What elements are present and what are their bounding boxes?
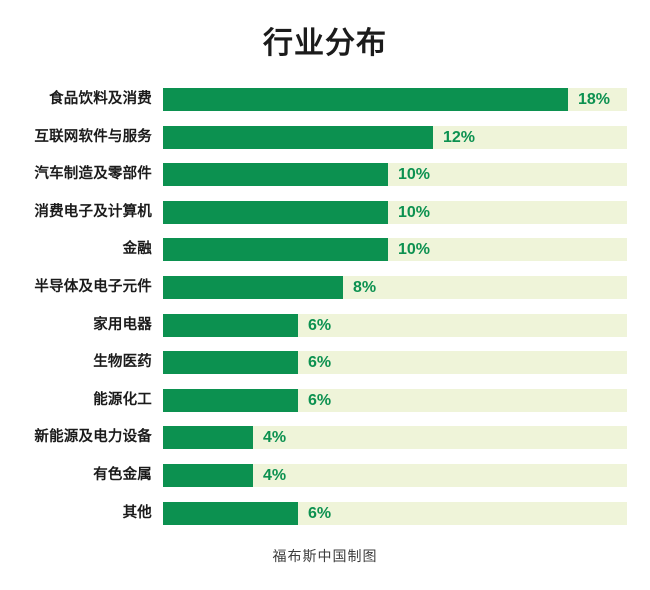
bar-row: 新能源及电力设备 4% [0,426,650,464]
bar-category-label: 半导体及电子元件 [34,278,152,295]
bar-category-label: 食品饮料及消费 [49,91,152,107]
bar-category-label: 互联网软件与服务 [34,128,152,145]
bar-fill [163,163,388,187]
chart-title: 行业分布 [263,27,387,60]
bar-track: 10% [163,200,627,224]
bar-value-label: 18% [578,91,611,108]
bar-rows: 食品饮料及消费 18% 互联网软件与服务 12% 汽车制造及零部件 10% 消费电子及计算机… [0,88,650,539]
bar-track: 6% [163,388,627,412]
bar-category-label: 消费电子及计算机 [34,203,152,220]
bar-value-label: 10% [398,241,431,259]
bar-row: 消费电子及计算机 10% [0,200,650,239]
bar-category-label: 有色金属 [93,466,152,483]
bar-fill [163,200,388,224]
bar-value-label: 8% [353,278,377,296]
bar-fill [163,88,568,111]
bar-category-label: 生物医药 [93,354,152,371]
bar-row: 互联网软件与服务 12% [0,125,650,164]
bar-category-label: 其他 [122,504,152,521]
bar-track: 10% [163,163,627,187]
bar-fill [163,351,298,375]
bar-value-label: 6% [308,504,332,522]
bar-track: 12% [163,125,627,149]
bar-track: 10% [163,238,627,262]
bar-track: 18% [163,88,627,111]
bar-value-label: 12% [443,128,476,146]
bar-fill [163,125,433,149]
bar-value-label: 6% [308,391,332,409]
bar-row: 金融 10% [0,238,650,276]
bar-row: 能源化工 6% [0,388,650,427]
bar-row: 半导体及电子元件 8% [0,275,650,314]
bar-track: 6% [163,313,627,337]
bar-value-label: 10% [398,203,431,221]
bar-fill [163,388,298,412]
bar-category-label: 能源化工 [93,391,152,408]
bar-fill [163,313,298,337]
bar-track: 8% [163,275,627,299]
bar-fill [163,238,388,262]
bar-fill [163,275,343,299]
bar-fill [163,426,253,450]
bar-track: 4% [163,426,627,450]
bar-value-label: 6% [308,316,332,334]
bar-row: 其他 6% [0,501,650,540]
bar-value-label: 10% [398,166,431,184]
bar-category-label: 汽车制造及零部件 [34,166,152,183]
bar-row: 有色金属 4% [0,463,650,502]
bar-value-label: 4% [263,466,287,484]
bar-value-label: 6% [308,354,332,372]
bar-row: 生物医药 6% [0,351,650,389]
bar-track: 4% [163,463,627,487]
bar-row: 汽车制造及零部件 10% [0,163,650,201]
chart-footer-credit: 福布斯中国制图 [272,548,378,564]
bar-row: 食品饮料及消费 18% [0,88,650,126]
bar-category-label: 家用电器 [93,316,152,333]
bar-value-label: 4% [263,429,287,447]
bar-track: 6% [163,351,627,375]
bar-row: 家用电器 6% [0,313,650,352]
bar-fill [163,463,253,487]
bar-category-label: 金融 [122,241,152,258]
bar-category-label: 新能源及电力设备 [34,429,152,446]
bar-fill [163,501,298,525]
bar-track: 6% [163,501,627,525]
